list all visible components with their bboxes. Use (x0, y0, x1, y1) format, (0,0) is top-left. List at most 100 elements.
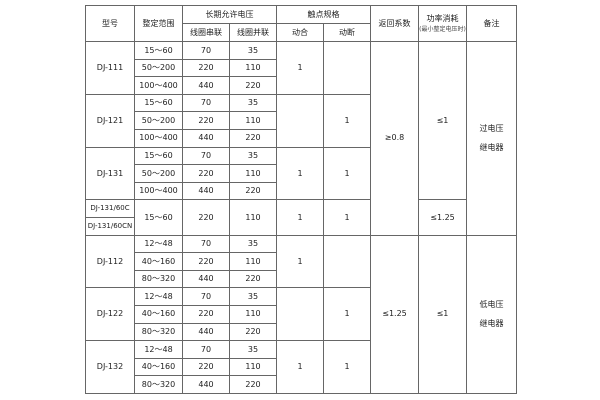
series-voltage-cell: 440 (182, 375, 230, 394)
series-voltage-cell: 70 (182, 93, 230, 113)
contact-no-cell: 1 (276, 199, 324, 236)
parallel-voltage-cell: 110 (229, 304, 277, 324)
header-power-note: (最小整定电压时) (419, 25, 466, 33)
series-voltage-cell: 220 (182, 164, 230, 183)
range-cell: 100～400 (134, 76, 183, 95)
parallel-voltage-cell: 35 (229, 93, 277, 113)
model-cell: DJ-132 (85, 340, 135, 394)
range-cell: 40～160 (134, 252, 183, 271)
range-cell: 12～48 (134, 340, 183, 359)
range-cell: 80～320 (134, 322, 183, 342)
parallel-voltage-cell: 220 (229, 322, 277, 342)
parallel-voltage-cell: 35 (229, 146, 277, 166)
contact-nc-cell: 1 (323, 93, 371, 148)
contact-nc-cell (323, 41, 371, 95)
parallel-voltage-cell: 220 (229, 375, 277, 394)
parallel-voltage-cell: 35 (229, 41, 277, 60)
range-cell: 50～200 (134, 111, 183, 130)
header-series: 线圈串联 (182, 23, 230, 42)
header-model: 型号 (85, 5, 135, 42)
range-cell: 40～160 (134, 304, 183, 324)
parallel-voltage-cell: 220 (229, 76, 277, 95)
header-parallel: 线圈并联 (229, 23, 277, 42)
range-cell: 100～400 (134, 128, 183, 148)
header-voltage: 长期允许电压 (182, 5, 277, 24)
series-voltage-cell: 440 (182, 76, 230, 95)
contact-no-cell (276, 287, 324, 342)
range-cell: 12～48 (134, 234, 183, 254)
series-voltage-cell: 70 (182, 287, 230, 306)
range-cell: 50～200 (134, 164, 183, 183)
parallel-voltage-cell: 220 (229, 269, 277, 289)
header-power: 功率消耗 (最小整定电压时) (418, 5, 467, 42)
power-cell: ≤1 (418, 234, 467, 394)
model-cell: DJ-122 (85, 287, 135, 342)
header-contact: 触点规格 (276, 5, 371, 24)
contact-nc-cell: 1 (323, 287, 371, 342)
remark-cell: 过电压 继电器 (466, 41, 517, 236)
contact-no-cell: 1 (276, 146, 324, 201)
parallel-voltage-cell: 110 (229, 111, 277, 130)
parallel-voltage-cell: 220 (229, 128, 277, 148)
header-no: 动合 (276, 23, 324, 42)
remark-line-1: 过电压 (479, 123, 504, 133)
range-cell: 40～160 (134, 357, 183, 377)
series-voltage-cell: 220 (182, 111, 230, 130)
range-cell: 12～48 (134, 287, 183, 306)
range-cell: 50～200 (134, 58, 183, 78)
series-voltage-cell: 70 (182, 340, 230, 359)
series-voltage-cell: 440 (182, 128, 230, 148)
model-cell: DJ-112 (85, 234, 135, 289)
return-coefficient-cell: ≤1.25 (370, 234, 419, 394)
series-voltage-cell: 220 (182, 304, 230, 324)
contact-no-cell: 1 (276, 41, 324, 95)
range-cell: 80～320 (134, 269, 183, 289)
header-nc: 动断 (323, 23, 371, 42)
contact-no-cell: 1 (276, 340, 324, 394)
parallel-voltage-cell: 110 (229, 357, 277, 377)
parallel-voltage-cell: 35 (229, 340, 277, 359)
header-range: 整定范围 (134, 5, 183, 42)
contact-no-cell (276, 93, 324, 148)
parallel-voltage-cell: 110 (229, 164, 277, 183)
range-cell: 80～320 (134, 375, 183, 394)
remark-cell: 低电压 继电器 (466, 234, 517, 394)
parallel-voltage-cell: 110 (229, 252, 277, 271)
range-cell: 100～400 (134, 181, 183, 201)
remark-line-2: 继电器 (479, 319, 504, 328)
parallel-voltage-cell: 35 (229, 287, 277, 306)
series-voltage-cell: 220 (182, 58, 230, 78)
power-cell: ≤1.25 (418, 199, 467, 236)
model-cell: DJ-121 (85, 93, 135, 148)
contact-nc-cell: 1 (323, 340, 371, 394)
remark-line-1: 低电压 (479, 299, 504, 309)
header-power-label: 功率消耗 (426, 13, 459, 23)
range-cell: 15～60 (134, 199, 183, 236)
contact-nc-cell: 1 (323, 146, 371, 201)
parallel-voltage-cell: 110 (229, 58, 277, 78)
series-voltage-cell: 440 (182, 181, 230, 201)
header-remark: 备注 (466, 5, 517, 42)
parallel-voltage-cell: 220 (229, 181, 277, 201)
contact-nc-cell: 1 (323, 199, 371, 236)
range-cell: 15～60 (134, 146, 183, 166)
series-voltage-cell: 70 (182, 41, 230, 60)
contact-nc-cell (323, 234, 371, 289)
parallel-voltage-cell: 35 (229, 234, 277, 254)
series-voltage-cell: 220 (182, 252, 230, 271)
contact-no-cell: 1 (276, 234, 324, 289)
return-coefficient-cell: ≥0.8 (370, 41, 419, 236)
header-return: 返回系数 (370, 5, 419, 42)
model-cell: DJ-131/60CN (85, 216, 135, 236)
series-voltage-cell: 70 (182, 146, 230, 166)
model-cell: DJ-131/60C (85, 199, 135, 218)
series-voltage-cell: 440 (182, 322, 230, 342)
series-voltage-cell: 220 (182, 357, 230, 377)
relay-spec-table: 型号 整定范围 长期允许电压 触点规格 返回系数 功率消耗 (最小整定电压时) 备… (85, 5, 517, 394)
model-cell: DJ-111 (85, 41, 135, 95)
model-cell: DJ-131 (85, 146, 135, 201)
range-cell: 15～60 (134, 93, 183, 113)
parallel-voltage-cell: 110 (229, 199, 277, 236)
remark-line-2: 继电器 (479, 143, 504, 153)
series-voltage-cell: 440 (182, 269, 230, 289)
